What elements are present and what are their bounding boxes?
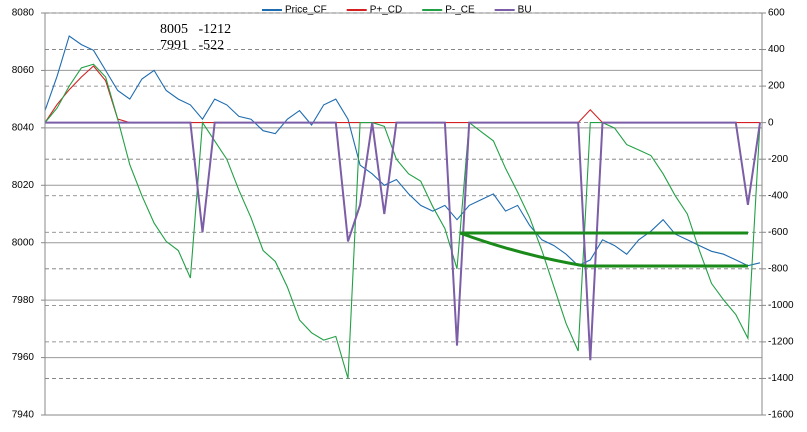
series-line	[45, 121, 761, 361]
y-tick-label: 8080	[12, 8, 35, 19]
annotation: 7991 -522	[160, 38, 224, 53]
y2-tick-label: -200	[768, 154, 788, 165]
y2-tick-label: -800	[768, 263, 788, 274]
y-tick-label: 8020	[12, 180, 35, 191]
y2-tick-label: 600	[768, 8, 785, 19]
y2-tick-label: -1200	[768, 337, 794, 348]
legend-label: P+_CD	[370, 5, 403, 16]
legend-label: P-_CE	[445, 5, 475, 16]
y-tick-label: 7940	[12, 410, 35, 421]
y2-tick-label: 200	[768, 81, 785, 92]
y2-tick-label: -400	[768, 190, 788, 201]
y-tick-label: 7960	[12, 352, 35, 363]
y-tick-label: 8040	[12, 122, 35, 133]
series-line	[44, 35, 761, 267]
y2-tick-label: -1400	[768, 373, 794, 384]
y2-tick-label: 400	[768, 44, 785, 55]
y2-tick-label: -1000	[768, 300, 794, 311]
annotation: 8005 -1212	[160, 22, 231, 37]
series-line	[44, 63, 761, 379]
y-tick-label: 7980	[12, 295, 35, 306]
legend: Price_CF P+_CD P-_CE BU	[262, 5, 532, 16]
legend-label: Price_CF	[285, 5, 327, 16]
y2-tick-label: -1600	[768, 410, 794, 421]
series-layer	[44, 35, 761, 379]
legend-label: BU	[518, 5, 532, 16]
y-tick-label: 8000	[12, 237, 35, 248]
y2-tick-label: 0	[768, 117, 774, 128]
trend-line	[459, 231, 748, 268]
y-tick-label: 8060	[12, 65, 35, 76]
y2-tick-label: -600	[768, 227, 788, 238]
